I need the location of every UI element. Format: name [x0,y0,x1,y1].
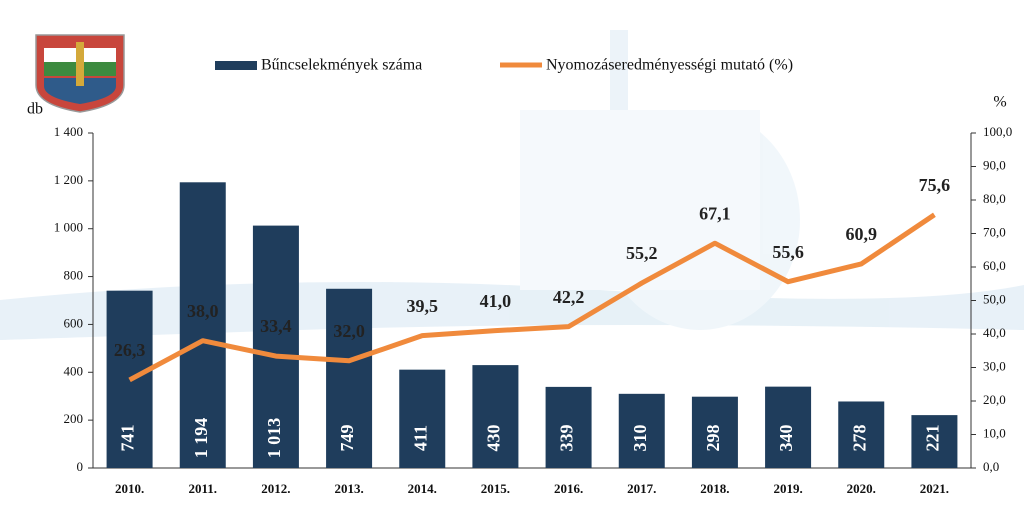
line-value-label: 39,5 [407,296,439,316]
line [128,212,936,383]
y-tick-label: 0 [77,459,84,474]
y-tick-label: 200 [64,411,84,426]
x-tick-label: 2016. [554,481,583,496]
bar-value-label: 1 013 [264,418,284,459]
x-tick-label: 2019. [773,481,802,496]
bar-value-label: 741 [118,425,138,452]
x-tick-label: 2018. [700,481,729,496]
y-tick-label: 1 000 [54,220,83,235]
x-tick-label: 2013. [334,481,363,496]
bar [179,182,226,469]
x-tick-label: 2011. [188,481,217,496]
y2-axis-label: % [993,94,1006,111]
y2-tick-label: 30,0 [983,358,1006,373]
x-tick-label: 2021. [920,481,949,496]
logo [35,34,125,113]
line-value-label: 55,2 [626,243,658,263]
line-value-label: 26,3 [114,340,146,360]
y-axis-label: db [27,101,43,118]
bar-value-label: 339 [557,425,577,452]
y-tick-label: 600 [64,315,84,330]
y2-tick-label: 90,0 [983,157,1006,172]
x-tick-label: 2017. [627,481,656,496]
y2-tick-label: 50,0 [983,291,1006,306]
y-tick-label: 1 400 [54,124,83,139]
bar-value-label: 278 [849,425,869,452]
line-value-label: 42,2 [553,287,585,307]
y2-tick-label: 10,0 [983,425,1006,440]
bar [838,401,885,468]
line-value-label: 38,0 [187,301,219,321]
y2-tick-label: 80,0 [983,191,1006,206]
y2-tick-label: 60,0 [983,258,1006,273]
bar-value-label: 310 [630,425,650,452]
bar [911,415,958,468]
x-tick-label: 2015. [481,481,510,496]
legend-swatch [215,61,257,70]
line-value-label: 33,4 [260,316,292,336]
bar [326,288,373,468]
legend-label: Bűncselekmények száma [261,57,422,74]
y2-tick-label: 0,0 [983,459,999,474]
bar-value-label: 749 [337,425,357,452]
y-tick-label: 800 [64,268,84,283]
bar [691,396,738,468]
x-tick-label: 2020. [847,481,876,496]
bar-value-label: 340 [776,425,796,452]
x-tick-label: 2014. [408,481,437,496]
line-value-label: 32,0 [333,321,365,341]
bar-value-label: 411 [410,425,430,451]
line-value-label: 55,6 [772,242,804,262]
bar [399,369,446,468]
bar-value-label: 221 [923,425,943,452]
line-value-label: 75,6 [919,175,951,195]
bar [618,393,665,468]
y2-tick-label: 100,0 [983,124,1012,139]
y-tick-label: 1 200 [54,172,83,187]
line-value-label: 67,1 [699,203,731,223]
legend: Bűncselekmények száma Nyomozáseredményess… [215,57,793,74]
y2-tick-label: 70,0 [983,224,1006,239]
x-tick-label: 2012. [261,481,290,496]
x-tick-label: 2010. [115,481,144,496]
line-value-label: 41,0 [480,291,512,311]
line-value-label: 60,9 [846,224,878,244]
bar [545,386,592,468]
y2-tick-label: 40,0 [983,325,1006,340]
y-tick-label: 400 [64,363,84,378]
bar [252,225,299,468]
bar-value-label: 430 [484,424,504,451]
y2-tick-label: 20,0 [983,392,1006,407]
bar-value-label: 298 [703,425,723,452]
bar [765,386,812,468]
bar [472,365,519,468]
legend-label: Nyomozáseredményességi mutató (%) [546,57,793,74]
bar-value-label: 1 194 [191,418,211,459]
